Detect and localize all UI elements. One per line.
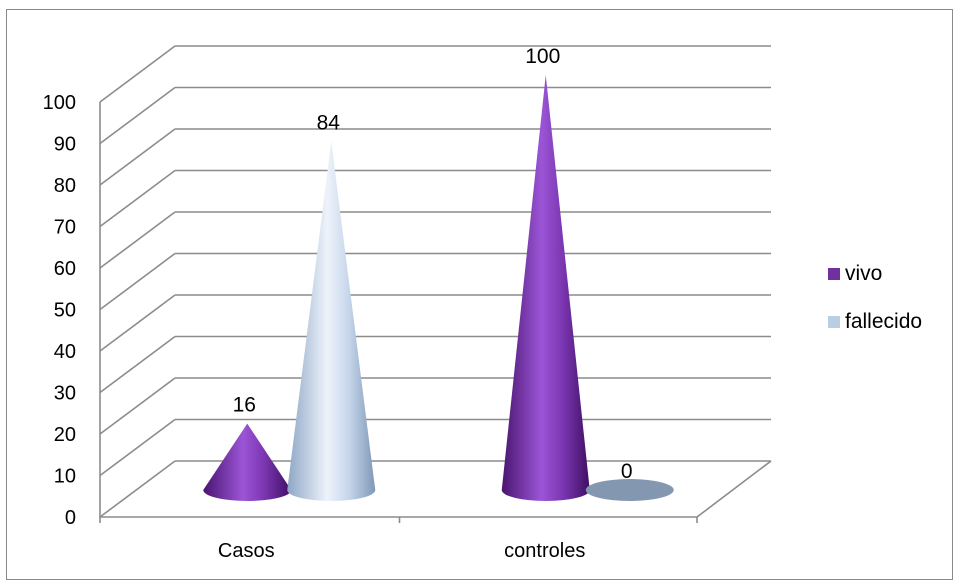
data-label: 16 — [233, 394, 256, 417]
y-tick-label: 10 — [54, 466, 76, 488]
side-wall-gridline — [99, 211, 176, 269]
y-tick-label: 100 — [43, 92, 76, 114]
legend-swatch-fallecido — [828, 316, 840, 328]
data-label: 84 — [317, 111, 341, 134]
side-wall-gridline — [99, 169, 176, 228]
y-tick-label: 30 — [54, 383, 76, 405]
y-tick-label: 0 — [65, 507, 76, 529]
cone-fallecido-casos — [287, 141, 376, 501]
side-wall-gridline — [99, 45, 176, 103]
cone-vivo-controles — [501, 75, 590, 501]
side-wall-gridline — [99, 294, 176, 352]
floor-edge — [696, 460, 772, 518]
cone-fallecido-controles — [585, 479, 674, 501]
y-tick-label: 60 — [54, 258, 76, 280]
legend-swatch-vivo — [828, 268, 840, 280]
x-tick-label: controles — [504, 540, 585, 562]
y-tick-label: 20 — [54, 424, 76, 446]
data-label: 100 — [525, 45, 560, 68]
side-wall-gridline — [99, 335, 176, 394]
y-tick-label: 40 — [54, 341, 76, 363]
legend-label-fallecido: fallecido — [845, 310, 922, 333]
side-wall-gridline — [99, 86, 176, 145]
side-wall-gridline — [99, 252, 176, 311]
y-tick-label: 90 — [54, 134, 76, 156]
side-wall-gridline — [99, 460, 176, 518]
data-label: 0 — [621, 460, 633, 483]
side-wall-gridline — [99, 377, 176, 435]
side-wall-gridline — [99, 418, 176, 477]
side-wall-gridline — [99, 128, 176, 186]
y-tick-label: 70 — [54, 217, 76, 239]
y-tick-label: 50 — [54, 300, 76, 322]
cone-vivo-casos — [203, 423, 292, 501]
x-tick-label: Casos — [218, 540, 275, 562]
y-tick-label: 80 — [54, 175, 76, 197]
legend-label-vivo: vivo — [845, 262, 882, 285]
